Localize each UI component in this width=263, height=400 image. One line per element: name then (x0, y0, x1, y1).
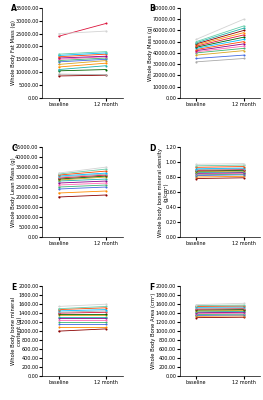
Y-axis label: Whole Body Lean Mass (g): Whole Body Lean Mass (g) (11, 157, 16, 227)
Y-axis label: Whole Body Mass (g): Whole Body Mass (g) (148, 25, 153, 81)
Y-axis label: Whole Body bone mineral
content (g): Whole Body bone mineral content (g) (11, 297, 22, 365)
Y-axis label: Whole body bone mineral density
(g/cm²): Whole body bone mineral density (g/cm²) (158, 148, 169, 236)
Text: E: E (11, 283, 17, 292)
Y-axis label: Whole Body Fat Mass (g): Whole Body Fat Mass (g) (11, 20, 16, 85)
Text: B: B (149, 4, 155, 14)
Text: C: C (11, 144, 17, 152)
Y-axis label: Whole Body Bone Area (cm²): Whole Body Bone Area (cm²) (151, 293, 156, 369)
Text: F: F (149, 283, 154, 292)
Text: A: A (11, 4, 17, 14)
Text: D: D (149, 144, 155, 152)
